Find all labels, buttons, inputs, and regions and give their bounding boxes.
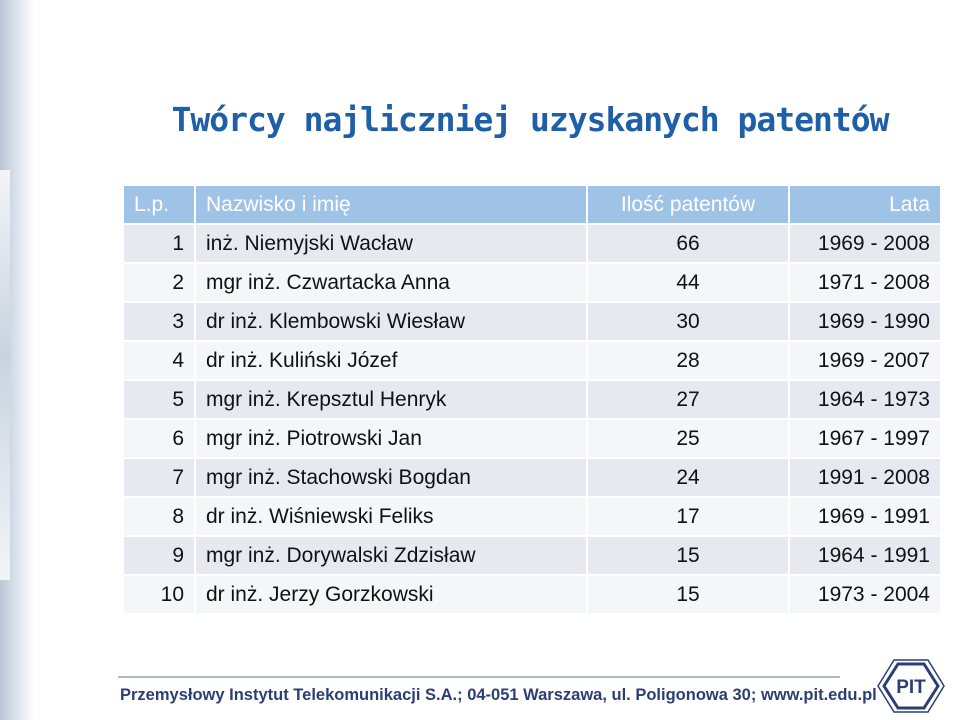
row-years: 1969 - 2007: [790, 340, 942, 379]
row-name: mgr inż. Krepsztul Henryk: [196, 379, 588, 418]
row-count: 44: [588, 262, 790, 301]
row-name: mgr inż. Czwartacka Anna: [196, 262, 588, 301]
table-row: 2 mgr inż. Czwartacka Anna 44 1971 - 2008: [124, 262, 942, 301]
row-lp: 2: [124, 262, 196, 301]
table-header-row: L.p. Nazwisko i imię Ilość patentów Lata: [124, 186, 942, 223]
row-count: 17: [588, 496, 790, 535]
row-lp: 3: [124, 301, 196, 340]
row-count: 66: [588, 223, 790, 262]
row-years: 1971 - 2008: [790, 262, 942, 301]
row-years: 1991 - 2008: [790, 457, 942, 496]
row-count: 30: [588, 301, 790, 340]
row-count: 15: [588, 535, 790, 574]
table-row: 8 dr inż. Wiśniewski Feliks 17 1969 - 1991: [124, 496, 942, 535]
row-years: 1969 - 1991: [790, 496, 942, 535]
row-lp: 8: [124, 496, 196, 535]
row-years: 1967 - 1997: [790, 418, 942, 457]
row-years: 1964 - 1973: [790, 379, 942, 418]
row-name: mgr inż. Dorywalski Zdzisław: [196, 535, 588, 574]
row-count: 15: [588, 574, 790, 613]
logo-letters: PIT: [896, 677, 926, 698]
table-row: 7 mgr inż. Stachowski Bogdan 24 1991 - 2008: [124, 457, 942, 496]
header-years: Lata: [790, 186, 942, 223]
row-count: 27: [588, 379, 790, 418]
footer-address: Przemysłowy Instytut Telekomunikacji S.A…: [120, 686, 877, 704]
footer-divider: [118, 676, 840, 678]
table-row: 4 dr inż. Kuliński Józef 28 1969 - 2007: [124, 340, 942, 379]
table-row: 6 mgr inż. Piotrowski Jan 25 1967 - 1997: [124, 418, 942, 457]
table-row: 9 mgr inż. Dorywalski Zdzisław 15 1964 - 19…: [124, 535, 942, 574]
row-name: mgr inż. Piotrowski Jan: [196, 418, 588, 457]
header-name: Nazwisko i imię: [196, 186, 588, 223]
row-years: 1973 - 2004: [790, 574, 942, 613]
header-lp: L.p.: [124, 186, 196, 223]
row-count: 24: [588, 457, 790, 496]
row-lp: 10: [124, 574, 196, 613]
row-lp: 6: [124, 418, 196, 457]
row-lp: 4: [124, 340, 196, 379]
row-name: dr inż. Kuliński Józef: [196, 340, 588, 379]
row-count: 25: [588, 418, 790, 457]
row-years: 1969 - 2008: [790, 223, 942, 262]
row-name: mgr inż. Stachowski Bogdan: [196, 457, 588, 496]
row-name: dr inż. Jerzy Gorzkowski: [196, 574, 588, 613]
row-name: dr inż. Klembowski Wiesław: [196, 301, 588, 340]
row-lp: 7: [124, 457, 196, 496]
row-name: dr inż. Wiśniewski Feliks: [196, 496, 588, 535]
row-count: 28: [588, 340, 790, 379]
row-lp: 9: [124, 535, 196, 574]
row-years: 1969 - 1990: [790, 301, 942, 340]
header-count: Ilość patentów: [588, 186, 790, 223]
page-title: Twórcy najliczniej uzyskanych patentów: [171, 100, 890, 139]
row-years: 1964 - 1991: [790, 535, 942, 574]
table-row: 5 mgr inż. Krepsztul Henryk 27 1964 - 1973: [124, 379, 942, 418]
table-row: 10 dr inż. Jerzy Gorzkowski 15 1973 - 2004: [124, 574, 942, 613]
patents-table: L.p. Nazwisko i imię Ilość patentów Lata…: [124, 186, 942, 613]
left-decorative-accent: [0, 170, 10, 580]
row-lp: 5: [124, 379, 196, 418]
table-body: 1 inż. Niemyjski Wacław 66 1969 - 2008 2 mgr …: [124, 223, 942, 613]
row-lp: 1: [124, 223, 196, 262]
pit-logo: PIT: [877, 659, 945, 713]
table-row: 1 inż. Niemyjski Wacław 66 1969 - 2008: [124, 223, 942, 262]
table-row: 3 dr inż. Klembowski Wiesław 30 1969 - 1990: [124, 301, 942, 340]
row-name: inż. Niemyjski Wacław: [196, 223, 588, 262]
